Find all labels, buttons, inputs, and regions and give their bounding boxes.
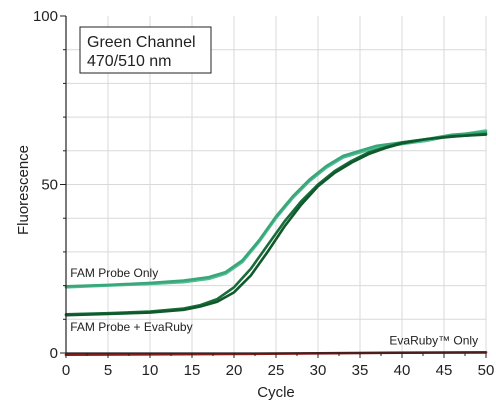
- channel-box-line1: Green Channel: [87, 34, 196, 51]
- x-tick-label: 50: [478, 362, 495, 379]
- x-tick-label: 35: [352, 362, 369, 379]
- annotation-2: FAM Probe + EvaRuby: [70, 320, 192, 334]
- channel-box-frame: [79, 26, 212, 74]
- x-tick-label: 45: [436, 362, 453, 379]
- annotation-1: FAM Probe Only: [70, 266, 158, 280]
- axes: [60, 15, 487, 358]
- x-tick-label: 0: [62, 362, 70, 379]
- y-axis-title: Fluorescence: [15, 145, 32, 235]
- x-tick-label: 5: [104, 362, 112, 379]
- y-tick-label: 100: [33, 8, 58, 25]
- x-tick-label: 10: [142, 362, 159, 379]
- x-tick-label: 20: [226, 362, 243, 379]
- x-axis-title: Cycle: [257, 384, 295, 400]
- y-tick-label: 0: [50, 345, 58, 362]
- channel-box: Green Channel 470/510 nm: [79, 26, 212, 74]
- tick-labels: 0 5 10 15 20 25 30 35 40 45 50 0 50 100: [33, 8, 494, 379]
- y-tick-label: 50: [41, 177, 58, 194]
- annotation-3: EvaRuby™ Only: [389, 334, 478, 348]
- series-line-4: [64, 133, 488, 317]
- x-tick-label: 15: [184, 362, 201, 379]
- x-tick-label: 25: [268, 362, 285, 379]
- x-tick-label: 40: [394, 362, 411, 379]
- channel-box-line2: 470/510 nm: [87, 53, 172, 70]
- annotations: FAM Probe Only FAM Probe + EvaRuby EvaRuby…: [70, 266, 478, 347]
- x-tick-label: 30: [310, 362, 327, 379]
